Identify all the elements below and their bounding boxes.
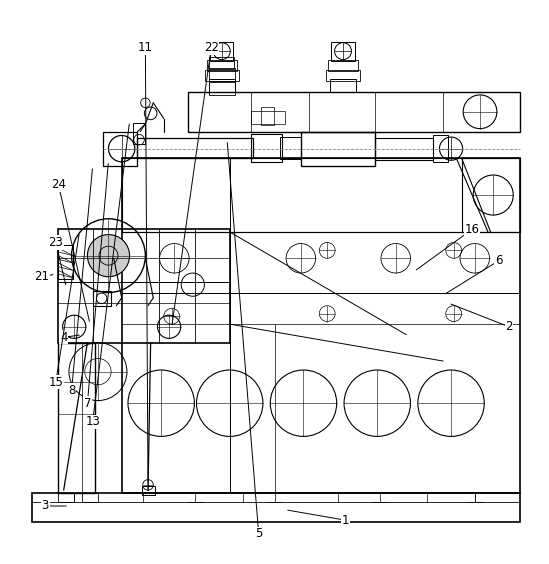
Bar (251, 111, 285, 124)
Bar (122, 158, 519, 232)
Bar (32, 493, 519, 522)
Bar (58, 493, 74, 503)
Text: 21: 21 (34, 270, 49, 283)
Bar (330, 79, 356, 92)
Bar (93, 291, 111, 306)
Text: 11: 11 (138, 41, 153, 54)
Bar (374, 138, 433, 160)
Bar (261, 107, 274, 125)
Bar (209, 58, 234, 69)
Bar (210, 42, 233, 61)
Bar (280, 137, 301, 159)
Bar (251, 134, 282, 162)
Bar (209, 79, 235, 92)
Bar (301, 132, 374, 166)
Text: 13: 13 (85, 415, 100, 428)
Bar (137, 138, 254, 158)
Bar (328, 60, 358, 71)
Text: 7: 7 (83, 396, 91, 409)
Text: 4: 4 (60, 331, 68, 344)
Text: 1: 1 (342, 514, 349, 527)
Bar (142, 486, 155, 495)
Text: 24: 24 (51, 178, 66, 191)
Text: 22: 22 (204, 41, 219, 54)
Text: 15: 15 (48, 376, 63, 389)
Bar (326, 70, 360, 81)
Bar (122, 158, 519, 493)
Text: 8: 8 (68, 384, 75, 396)
Bar (103, 132, 137, 166)
Text: 16: 16 (464, 223, 480, 236)
Bar (133, 123, 145, 144)
Text: 3: 3 (42, 500, 49, 513)
Bar (82, 493, 98, 503)
Bar (433, 135, 449, 162)
Bar (58, 342, 96, 493)
Bar (207, 60, 237, 71)
Text: 5: 5 (255, 527, 262, 540)
Bar (58, 230, 229, 342)
Text: 23: 23 (48, 236, 63, 249)
Bar (209, 68, 234, 82)
Bar (205, 70, 239, 81)
Bar (209, 81, 235, 95)
Bar (188, 92, 519, 132)
Circle shape (87, 235, 130, 277)
Text: 2: 2 (505, 320, 513, 333)
Bar (332, 42, 355, 61)
Bar (58, 245, 73, 279)
Text: 6: 6 (495, 254, 502, 267)
